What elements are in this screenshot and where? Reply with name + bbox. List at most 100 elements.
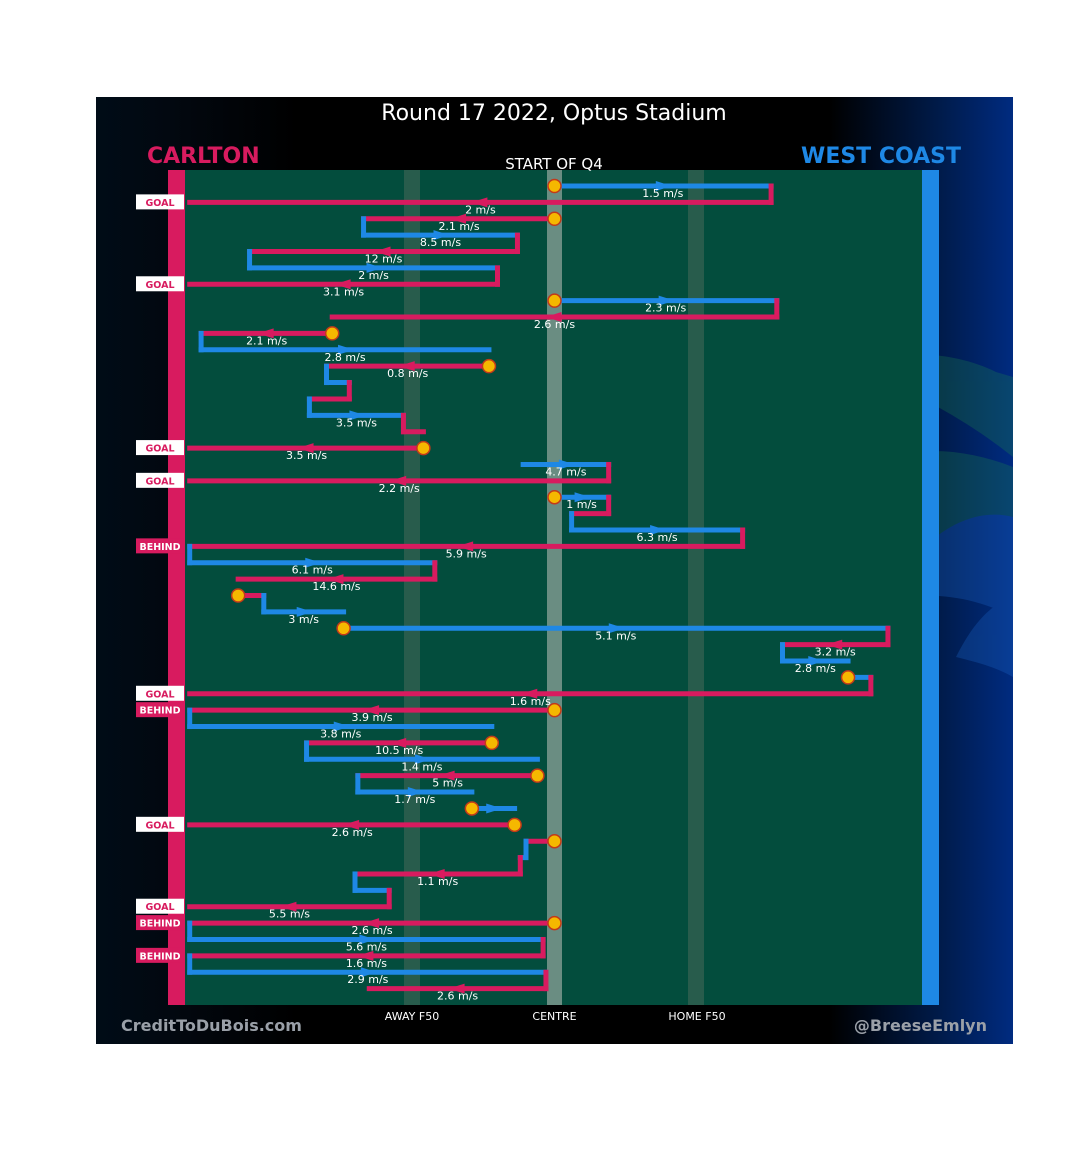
outcome-badge-box: [136, 538, 184, 554]
chain-start-marker: [547, 489, 562, 505]
speed-label: 1.7 m/s: [394, 793, 435, 806]
speed-label: 2.6 m/s: [352, 924, 393, 937]
outcome-badge: GOAL: [136, 898, 184, 914]
direction-arrow: [545, 312, 562, 323]
team-right-label: WEST COAST: [801, 144, 961, 169]
direction-arrow: [333, 721, 350, 732]
x-axis-ticks: AWAY F50 CENTRE HOME F50: [385, 1010, 726, 1023]
direction-arrow: [360, 967, 377, 978]
outcome-label: BEHIND: [139, 542, 180, 553]
direction-arrow: [257, 328, 274, 339]
outcome-badge-box: [136, 947, 184, 963]
direction-arrow: [305, 557, 322, 568]
speed-label: 2.9 m/s: [347, 973, 388, 986]
outcome-badge-box: [136, 816, 184, 832]
speed-label: 2.1 m/s: [438, 220, 479, 233]
direction-arrow: [297, 443, 314, 454]
speed-label: 4.7 m/s: [545, 465, 586, 478]
outcome-badge: BEHIND: [136, 702, 184, 718]
speed-label: 1.1 m/s: [417, 875, 458, 888]
direction-arrow: [655, 181, 672, 191]
direction-arrow: [808, 656, 825, 667]
direction-arrow: [826, 639, 843, 650]
speed-label: 1.6 m/s: [510, 695, 551, 708]
speed-label: 3.5 m/s: [286, 449, 327, 462]
direction-arrow: [280, 901, 297, 912]
chain-start-marker: [547, 211, 562, 227]
outcome-label: BEHIND: [139, 919, 180, 930]
outcome-label: GOAL: [145, 444, 174, 455]
outcome-badge: GOAL: [136, 816, 184, 832]
direction-arrow: [390, 737, 407, 748]
quarter-label: START OF Q4: [505, 155, 603, 173]
outcome-label: GOAL: [145, 689, 174, 700]
speed-label: 5.5 m/s: [269, 908, 310, 921]
chain-start-marker: [530, 768, 545, 783]
direction-arrow: [366, 262, 383, 273]
speed-label: 1.4 m/s: [401, 760, 442, 773]
outcome-label: GOAL: [145, 280, 174, 291]
outcome-label: GOAL: [145, 198, 174, 209]
speed-label: 2.3 m/s: [645, 302, 686, 315]
speed-label: 2.8 m/s: [795, 662, 836, 675]
direction-arrow: [338, 344, 355, 355]
speed-label: 3 m/s: [288, 613, 319, 626]
speed-label: 12 m/s: [365, 253, 403, 266]
west-coast-goal-bar: [922, 170, 939, 1005]
outcome-badge-box: [136, 915, 184, 931]
home-f50-line: [688, 170, 704, 1005]
outcome-badge-box: [136, 194, 184, 210]
speed-label: 2.6 m/s: [437, 990, 478, 1003]
speed-label: 2.8 m/s: [324, 351, 365, 364]
outcome-badge: BEHIND: [136, 947, 184, 963]
direction-arrow: [574, 492, 591, 503]
direction-arrow: [457, 541, 474, 552]
direction-arrow: [357, 950, 374, 961]
outcome-badge: GOAL: [136, 194, 184, 210]
speed-label: 1 m/s: [566, 498, 597, 511]
speed-label: 3.2 m/s: [815, 646, 856, 659]
direction-arrow: [658, 295, 675, 306]
carlton-goal-bar: [168, 170, 185, 1005]
speed-label: 14.6 m/s: [312, 580, 360, 593]
chain-start-marker: [547, 293, 562, 308]
possession-segments: [187, 181, 891, 994]
speed-label: 2.1 m/s: [246, 334, 287, 347]
direction-arrow: [650, 524, 667, 535]
direction-arrow: [374, 246, 391, 257]
outcome-badge-box: [136, 702, 184, 718]
speed-label: 2 m/s: [358, 269, 389, 282]
speed-label: 3.1 m/s: [323, 285, 364, 298]
chain-outcomes: GOAL GOAL GOAL GOAL BEHIND GOAL BEHIND GOAL GOAL…: [136, 194, 184, 963]
speed-label: 3.8 m/s: [320, 728, 361, 741]
chart-title: Round 17 2022, Optus Stadium: [381, 101, 726, 126]
direction-arrow: [433, 230, 450, 241]
direction-arrow: [334, 279, 351, 290]
outcome-badge-box: [136, 685, 184, 701]
chain-start-marker: [484, 735, 500, 751]
team-left-label: CARLTON: [147, 144, 260, 169]
speed-label: 8.5 m/s: [420, 236, 461, 249]
speed-label: 1.6 m/s: [346, 957, 387, 970]
direction-arrow: [486, 803, 503, 814]
speed-label: 6.3 m/s: [637, 531, 678, 544]
centre-line: [547, 170, 562, 1005]
speed-label: 3.9 m/s: [352, 711, 393, 724]
speed-label: 0.8 m/s: [387, 367, 428, 380]
speed-label: 6.1 m/s: [292, 564, 333, 577]
direction-arrow: [398, 361, 415, 372]
direction-arrow: [558, 459, 575, 470]
chain-start-marker: [324, 326, 340, 341]
direction-arrow: [608, 623, 625, 634]
speed-label: 5.9 m/s: [446, 547, 487, 560]
outcome-badge-box: [136, 472, 184, 488]
direction-arrow: [428, 868, 445, 879]
chain-start-markers: [230, 178, 856, 931]
speed-label: 2 m/s: [465, 203, 496, 216]
speed-label: 5.6 m/s: [346, 940, 387, 953]
chain-start-marker: [840, 670, 856, 685]
x-tick-label: AWAY F50: [385, 1010, 439, 1023]
speed-label: 10.5 m/s: [375, 744, 423, 757]
direction-arrow: [296, 606, 313, 617]
outcome-badge: GOAL: [136, 276, 184, 292]
